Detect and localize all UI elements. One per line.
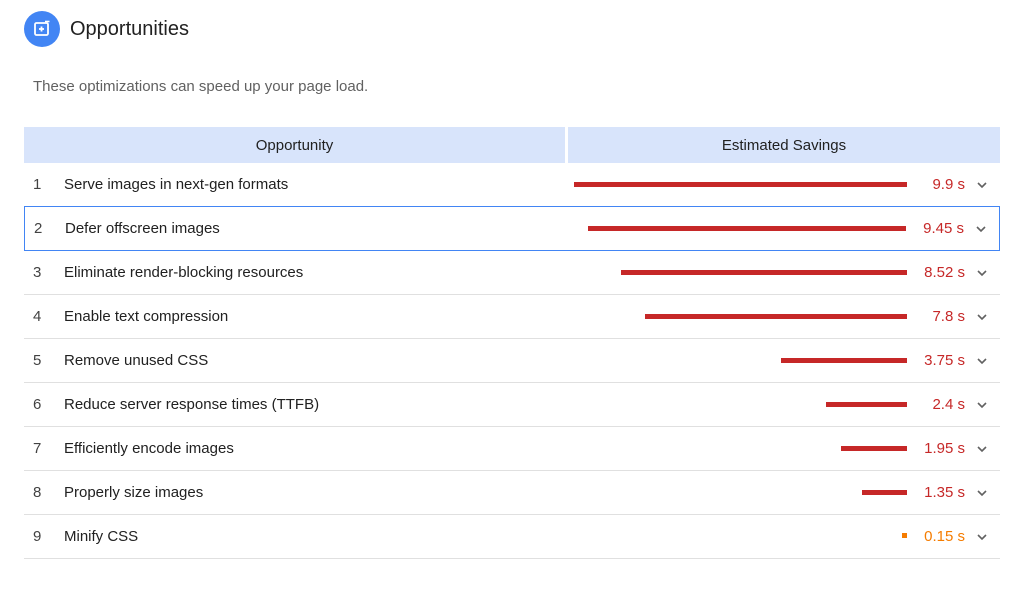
- table-row[interactable]: 5 Remove unused CSS 3.75 s: [24, 339, 1000, 383]
- savings-value: 7.8 s: [932, 308, 965, 325]
- chevron-down-icon[interactable]: [976, 487, 988, 499]
- table-body: 1 Serve images in next-gen formats 9.9 s 2 D…: [24, 163, 1000, 559]
- chevron-down-icon[interactable]: [976, 355, 988, 367]
- chevron-down-icon[interactable]: [976, 267, 988, 279]
- table-row[interactable]: 6 Reduce server response times (TTFB) 2.4 …: [24, 383, 1000, 427]
- row-number: 9: [33, 528, 42, 545]
- section-title: Opportunities: [70, 17, 189, 40]
- row-number: 2: [34, 220, 43, 237]
- chevron-down-icon[interactable]: [976, 311, 988, 323]
- savings-bar: [574, 182, 907, 187]
- savings-bar: [644, 314, 907, 319]
- savings-bar: [620, 270, 907, 275]
- chevron-down-icon[interactable]: [976, 399, 988, 411]
- savings-value: 1.35 s: [924, 484, 965, 501]
- row-number: 8: [33, 484, 42, 501]
- opportunity-label: Reduce server response times (TTFB): [64, 396, 320, 413]
- row-number: 4: [33, 308, 42, 325]
- savings-value: 0.15 s: [924, 528, 965, 545]
- section-header: Opportunities: [24, 10, 189, 48]
- savings-bar: [902, 533, 907, 538]
- column-header-opportunity: Opportunity: [24, 127, 565, 163]
- chevron-down-icon[interactable]: [976, 179, 988, 191]
- savings-bar: [588, 226, 906, 231]
- table-row[interactable]: 3 Eliminate render-blocking resources 8.52…: [24, 251, 1000, 295]
- column-header-estimated-savings: Estimated Savings: [568, 127, 1000, 163]
- table-row[interactable]: 8 Properly size images 1.35 s: [24, 471, 1000, 515]
- savings-value: 9.9 s: [932, 176, 965, 193]
- opportunities-table: Opportunity Estimated Savings 1 Serve ima…: [24, 127, 1000, 559]
- row-number: 6: [33, 396, 42, 413]
- chevron-down-icon[interactable]: [975, 223, 987, 235]
- opportunity-label: Remove unused CSS: [64, 352, 209, 369]
- opportunity-label: Enable text compression: [64, 308, 229, 325]
- opportunity-label: Properly size images: [64, 484, 204, 501]
- table-row[interactable]: 9 Minify CSS 0.15 s: [24, 515, 1000, 559]
- row-number: 1: [33, 176, 42, 193]
- table-row[interactable]: 4 Enable text compression 7.8 s: [24, 295, 1000, 339]
- opportunity-label: Eliminate render-blocking resources: [64, 264, 304, 281]
- savings-value: 2.4 s: [932, 396, 965, 413]
- opportunity-label: Minify CSS: [64, 528, 139, 545]
- savings-bar: [781, 358, 907, 363]
- opportunity-label: Serve images in next-gen formats: [64, 176, 289, 193]
- row-number: 7: [33, 440, 42, 457]
- opportunity-label: Efficiently encode images: [64, 440, 234, 457]
- savings-value: 9.45 s: [923, 220, 964, 237]
- savings-value: 1.95 s: [924, 440, 965, 457]
- table-row[interactable]: 2 Defer offscreen images 9.45 s: [24, 206, 1000, 251]
- chevron-down-icon[interactable]: [976, 531, 988, 543]
- chevron-down-icon[interactable]: [976, 443, 988, 455]
- savings-value: 3.75 s: [924, 352, 965, 369]
- row-number: 3: [33, 264, 42, 281]
- table-header: Opportunity Estimated Savings: [24, 127, 1000, 163]
- savings-bar: [841, 446, 907, 451]
- savings-bar: [826, 402, 907, 407]
- table-row[interactable]: 1 Serve images in next-gen formats 9.9 s: [24, 163, 1000, 207]
- add-to-page-icon: [24, 11, 60, 47]
- savings-value: 8.52 s: [924, 264, 965, 281]
- row-number: 5: [33, 352, 42, 369]
- table-row[interactable]: 7 Efficiently encode images 1.95 s: [24, 427, 1000, 471]
- opportunity-label: Defer offscreen images: [65, 220, 220, 237]
- savings-bar: [861, 490, 907, 495]
- section-description: These optimizations can speed up your pa…: [33, 78, 369, 95]
